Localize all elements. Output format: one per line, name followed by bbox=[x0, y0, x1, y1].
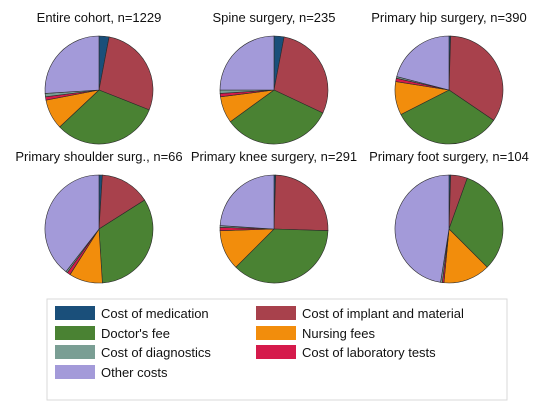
legend-swatch-other-costs bbox=[55, 365, 95, 379]
pie-5: Primary knee surgery, n=291 bbox=[191, 149, 357, 284]
slice-doctor-s-fee bbox=[400, 89, 495, 145]
legend-label-nursing-fees: Nursing fees bbox=[302, 326, 375, 341]
pie-4: Primary shoulder surg., n=66 bbox=[15, 149, 183, 284]
slice-doctor-s-fee bbox=[59, 89, 150, 145]
slice-doctor-s-fee bbox=[98, 199, 154, 284]
slice-cost-of-implant-and-material bbox=[448, 35, 504, 121]
pie-6: Primary foot surgery, n=104 bbox=[369, 149, 529, 284]
slice-cost-of-implant-and-material bbox=[273, 174, 329, 232]
slice-other-costs bbox=[394, 174, 450, 283]
pie-title: Primary hip surgery, n=390 bbox=[371, 10, 526, 25]
legend-label-cost-of-implant-and-material: Cost of implant and material bbox=[302, 306, 464, 321]
legend-label-cost-of-laboratory-tests: Cost of laboratory tests bbox=[302, 345, 436, 360]
pie-title: Primary knee surgery, n=291 bbox=[191, 149, 357, 164]
legend-swatch-cost-of-diagnostics bbox=[55, 345, 95, 359]
legend-label-cost-of-medication: Cost of medication bbox=[101, 306, 209, 321]
legend-swatch-doctor-s-fee bbox=[55, 326, 95, 340]
pie-title: Spine surgery, n=235 bbox=[213, 10, 336, 25]
slice-cost-of-implant-and-material bbox=[273, 36, 329, 114]
legend-swatch-cost-of-implant-and-material bbox=[256, 306, 296, 320]
pie-title: Primary foot surgery, n=104 bbox=[369, 149, 529, 164]
slice-doctor-s-fee bbox=[229, 89, 324, 145]
slice-other-costs bbox=[396, 35, 450, 91]
pie-2: Spine surgery, n=235 bbox=[213, 10, 336, 145]
slice-other-costs bbox=[219, 174, 275, 230]
legend-swatch-cost-of-laboratory-tests bbox=[256, 345, 296, 359]
legend-swatch-nursing-fees bbox=[256, 326, 296, 340]
pie-1: Entire cohort, n=1229 bbox=[37, 10, 162, 145]
slice-cost-of-implant-and-material bbox=[98, 174, 146, 230]
legend-items: Cost of medication Cost of implant and ma… bbox=[55, 306, 464, 380]
slice-other-costs bbox=[44, 35, 100, 94]
legend-label-cost-of-diagnostics: Cost of diagnostics bbox=[101, 345, 211, 360]
slice-doctor-s-fee bbox=[235, 228, 329, 284]
slice-other-costs bbox=[219, 35, 275, 91]
pie-3: Primary hip surgery, n=390 bbox=[371, 10, 527, 145]
legend-label-doctor-s-fee: Doctor's fee bbox=[101, 326, 170, 341]
slice-doctor-s-fee bbox=[448, 177, 504, 268]
legend-swatch-cost-of-medication bbox=[55, 306, 95, 320]
pie-title: Entire cohort, n=1229 bbox=[37, 10, 162, 25]
slice-cost-of-implant-and-material bbox=[98, 36, 154, 111]
pie-title: Primary shoulder surg., n=66 bbox=[15, 149, 182, 164]
legend: Cost of medication Cost of implant and ma… bbox=[46, 298, 508, 401]
legend-label-other-costs: Other costs bbox=[101, 365, 168, 380]
slice-other-costs bbox=[44, 174, 100, 273]
pie-grid: Entire cohort, n=1229 Spine surgery, n=23… bbox=[15, 10, 529, 284]
